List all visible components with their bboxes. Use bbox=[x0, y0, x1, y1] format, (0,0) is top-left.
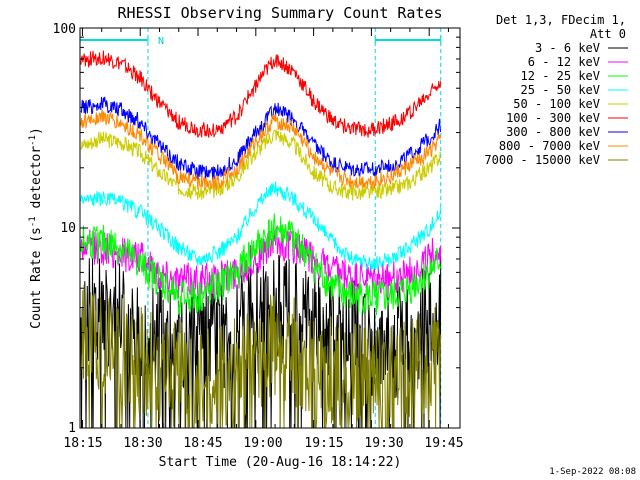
y-axis-label-sup: -1 bbox=[28, 135, 38, 146]
night-marker-label: N bbox=[158, 36, 164, 47]
y-axis-label-sup: -1 bbox=[28, 216, 38, 227]
series-line bbox=[80, 181, 442, 271]
y-tick-label: 1 bbox=[68, 421, 76, 436]
legend-entry-label: 800 - 7000 keV bbox=[499, 139, 600, 153]
x-tick-label: 19:30 bbox=[364, 436, 403, 451]
x-tick-label: 19:15 bbox=[304, 436, 343, 451]
series-line bbox=[80, 225, 442, 298]
legend: Det 1,3, FDecim 1, Att 0 3 - 6 keV 6 - 1… bbox=[484, 13, 628, 167]
x-tick-label: 18:45 bbox=[183, 436, 222, 451]
series-group bbox=[80, 50, 442, 429]
series-line bbox=[80, 50, 442, 139]
series-line bbox=[80, 284, 442, 429]
x-tick-label: 18:15 bbox=[63, 436, 102, 451]
legend-entry-label: 6 - 12 keV bbox=[528, 55, 600, 69]
series-line bbox=[80, 129, 442, 201]
y-axis-label: Count Rate (s-1 detector-1) bbox=[28, 127, 44, 329]
legend-entry-label: 25 - 50 keV bbox=[521, 83, 600, 97]
x-tick-label: 19:45 bbox=[424, 436, 463, 451]
y-tick-label: 100 bbox=[53, 22, 76, 37]
series-line bbox=[80, 213, 442, 316]
legend-header-line: Att 0 bbox=[590, 27, 626, 41]
x-tick-label: 19:00 bbox=[243, 436, 282, 451]
series-line bbox=[80, 109, 442, 191]
legend-entry-label: 3 - 6 keV bbox=[535, 41, 600, 55]
legend-entry-label: 50 - 100 keV bbox=[513, 97, 600, 111]
legend-header-line: Det 1,3, FDecim 1, bbox=[496, 13, 626, 27]
chart-title: RHESSI Observing Summary Count Rates bbox=[117, 4, 442, 22]
y-axis-label-part: Count Rate (s bbox=[29, 227, 44, 329]
legend-entry-label: 300 - 800 keV bbox=[506, 125, 600, 139]
x-axis-label: Start Time (20-Aug-16 18:14:22) bbox=[159, 455, 402, 470]
legend-entry-label: 12 - 25 keV bbox=[521, 69, 600, 83]
x-tick-label: 18:30 bbox=[123, 436, 162, 451]
series-line bbox=[80, 254, 442, 429]
generation-timestamp: 1-Sep-2022 08:08 bbox=[549, 467, 636, 477]
y-axis-label-part: detector bbox=[29, 146, 44, 217]
legend-entry-label: 100 - 300 keV bbox=[506, 111, 600, 125]
axes bbox=[80, 27, 460, 429]
x-tick-labels: 18:15 18:30 18:45 19:00 19:15 19:30 19:4… bbox=[63, 436, 463, 451]
y-tick-label: 10 bbox=[60, 221, 76, 236]
legend-entry-label: 7000 - 15000 keV bbox=[484, 153, 600, 167]
y-tick-labels: 1 10 100 bbox=[53, 22, 76, 436]
y-axis-label-part: ) bbox=[29, 127, 44, 135]
